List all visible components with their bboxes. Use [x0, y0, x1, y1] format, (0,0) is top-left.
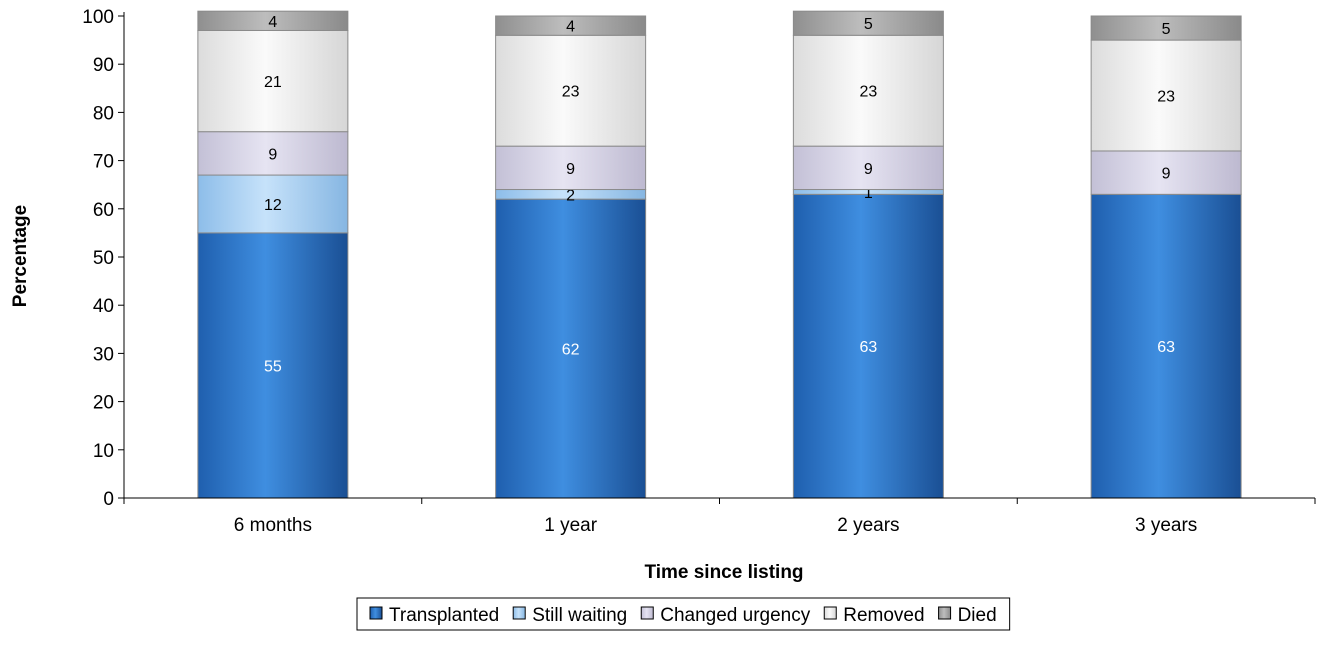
bars-layer: 55 12 9 21 4 62 2 9 23 4 63 1 9 23 5 63 9 23 5 — [197, 10, 1242, 499]
bar-segment — [792, 34, 944, 147]
legend-swatch — [823, 606, 837, 620]
bar-segment — [197, 10, 349, 31]
y-axis-title: Percentage — [10, 205, 31, 307]
data-label: 12 — [264, 197, 282, 214]
data-label: 2 — [566, 187, 575, 204]
legend-label: Transplanted — [389, 605, 499, 626]
legend-swatch — [938, 606, 952, 620]
x-tick-label: 3 years — [1135, 515, 1197, 536]
data-label: 63 — [1157, 339, 1175, 356]
data-label: 23 — [859, 84, 877, 101]
bar-segment — [1090, 15, 1242, 41]
y-tick-label: 10 — [93, 441, 114, 462]
data-label: 1 — [864, 185, 873, 202]
legend-swatch — [369, 606, 383, 620]
bar-segment — [792, 145, 944, 191]
data-label: 5 — [864, 16, 873, 33]
x-tick-label: 2 years — [837, 515, 899, 536]
legend-item: Still waiting — [512, 605, 627, 626]
legend-item: Died — [938, 605, 997, 626]
y-tick-label: 90 — [93, 55, 114, 76]
y-tick-label: 0 — [103, 489, 114, 510]
bar-segment — [495, 15, 647, 36]
data-label: 9 — [268, 146, 277, 163]
legend-label: Removed — [843, 605, 924, 626]
legend-swatch — [512, 606, 526, 620]
data-label: 4 — [566, 19, 575, 36]
x-tick-label: 6 months — [234, 515, 312, 536]
bar-segment — [495, 145, 647, 191]
bar-stack: 62 2 9 23 4 — [495, 15, 647, 499]
legend-label: Changed urgency — [660, 605, 810, 626]
data-label: 5 — [1162, 21, 1171, 38]
x-tick-label: 1 year — [544, 515, 597, 536]
data-label: 9 — [864, 161, 873, 178]
data-label: 21 — [264, 74, 282, 91]
legend-item: Removed — [823, 605, 925, 626]
bar-stack: 63 9 23 5 — [1090, 15, 1242, 499]
data-label: 63 — [859, 339, 877, 356]
legend-item: Changed urgency — [640, 605, 811, 626]
y-tick-label: 70 — [93, 152, 114, 173]
bar-segment — [197, 29, 349, 133]
y-tick-label: 50 — [93, 248, 114, 269]
data-label: 9 — [566, 161, 575, 178]
bar-segment — [792, 193, 944, 499]
bar-segment — [495, 34, 647, 147]
bar-segment — [1090, 39, 1242, 152]
bar-segment — [1090, 193, 1242, 499]
y-tick-label: 40 — [93, 296, 114, 317]
legend-label: Still waiting — [532, 605, 627, 626]
y-tick-label: 20 — [93, 393, 114, 414]
data-label: 4 — [268, 14, 277, 31]
data-label: 23 — [1157, 89, 1175, 106]
y-tick-label: 30 — [93, 344, 114, 365]
bar-segment — [495, 198, 647, 499]
data-label: 55 — [264, 358, 282, 375]
legend-label: Died — [958, 605, 997, 626]
bar-segment — [197, 174, 349, 234]
data-label: 23 — [562, 84, 580, 101]
bar-segment — [197, 131, 349, 176]
legend-frame — [356, 597, 1011, 631]
bar-stack: 55 12 9 21 4 — [197, 10, 349, 499]
y-tick-label: 100 — [82, 7, 114, 28]
data-label: 62 — [562, 342, 580, 359]
legend-swatch — [640, 606, 654, 620]
bar-stack: 63 1 9 23 5 — [792, 10, 944, 499]
bar-segment — [1090, 150, 1242, 195]
y-axis: 0 10 20 30 40 50 60 70 80 90 100 — [82, 7, 124, 510]
x-axis-title: Time since listing — [644, 562, 803, 583]
y-tick-label: 60 — [93, 200, 114, 221]
data-label: 9 — [1162, 166, 1171, 183]
x-axis: 6 months 1 year 2 years 3 years — [123, 498, 1316, 536]
bar-segment — [792, 10, 944, 36]
bar-segment — [197, 232, 349, 499]
legend-item: Transplanted — [369, 605, 499, 626]
legend: Transplanted Still waiting Changed urgency… — [356, 597, 1011, 631]
y-tick-label: 80 — [93, 103, 114, 124]
